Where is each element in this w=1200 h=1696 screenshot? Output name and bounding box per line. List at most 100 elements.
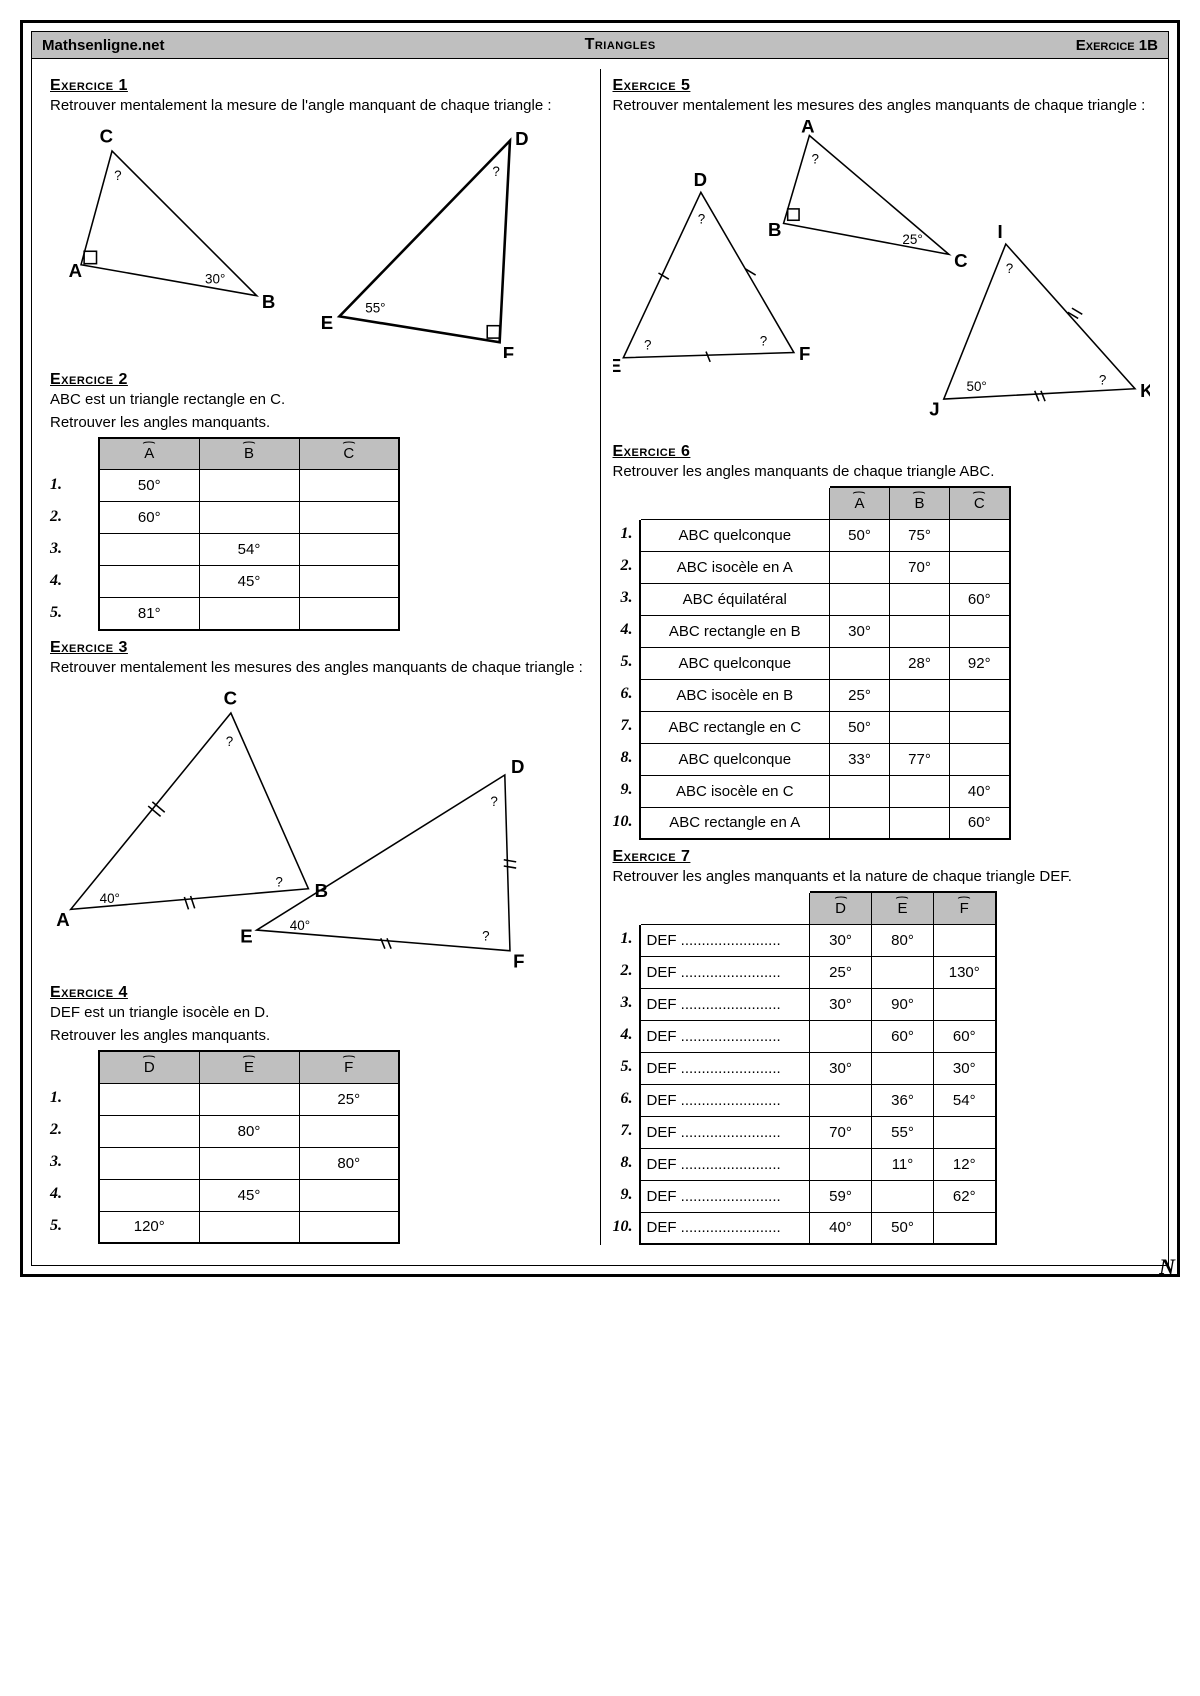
ex2-body1: ABC est un triangle rectangle en C.	[50, 391, 588, 408]
ex5-J: J	[929, 399, 939, 420]
table-row: 25°	[99, 1083, 399, 1115]
table-row: 54°	[99, 534, 399, 566]
ex4-rownums: 1.2.3.4.5.	[50, 1050, 68, 1242]
ex5-title: Exercice 5	[613, 77, 1151, 95]
table-row: 45°	[99, 1179, 399, 1211]
ex4-body2: Retrouver les angles manquants.	[50, 1027, 588, 1044]
ex7-table-wrap: 1.2.3.4.5. 6.7.8.9.10. D E F DEF .......…	[613, 891, 1151, 1245]
table-row: 81°	[99, 598, 399, 630]
table-row: DEF ........................11°12°	[640, 1148, 996, 1180]
ex5-diagram: A B C 25° ? D E F ? ?	[613, 120, 1151, 430]
ex1-angD: ?	[492, 164, 499, 179]
ex3-angC: ?	[226, 734, 233, 749]
ex6-rownums: 1.2.3.4.5. 6.7.8.9.10.	[613, 486, 639, 838]
table-row: 50°	[99, 470, 399, 502]
ex2-colC: C	[343, 445, 354, 462]
ex1-A: A	[69, 260, 82, 281]
ex4-table-wrap: 1.2.3.4.5. D E F 25° 80° 80° 45° 120°	[50, 1050, 588, 1244]
ex3-E: E	[240, 925, 252, 946]
ex2-colB: B	[244, 445, 254, 462]
table-row: DEF ........................25°130°	[640, 956, 996, 988]
ex2-table: A B C 50° 60° 54° 45° 81°	[98, 437, 400, 631]
table-row: 60°	[99, 502, 399, 534]
ex7-colD: D	[835, 900, 846, 917]
ex3-angF: ?	[482, 928, 489, 943]
ex6-colB: B	[914, 495, 924, 512]
corner-mark: N	[1159, 1254, 1175, 1280]
ex4-colF: F	[344, 1059, 353, 1076]
ex6-table: A B C ABC quelconque50°75° ABC isocèle e…	[639, 486, 1011, 840]
table-row: ABC isocèle en C40°	[640, 775, 1010, 807]
ex3-angB: ?	[275, 874, 282, 889]
ex5-qK: ?	[1098, 373, 1105, 388]
page-title: Triangles	[585, 36, 656, 54]
ex2-title: Exercice 2	[50, 371, 588, 389]
ex4-colE: E	[244, 1059, 254, 1076]
left-col: Exercice 1 Retrouver mentalement la mesu…	[42, 69, 596, 1245]
ex5-angA: ?	[811, 151, 818, 166]
ex7-colF: F	[960, 900, 969, 917]
table-row: DEF ........................59°62°	[640, 1180, 996, 1212]
ex3-C: C	[224, 687, 237, 708]
ex6-colA: A	[854, 495, 864, 512]
table-row: ABC équilatéral60°	[640, 583, 1010, 615]
table-row: 80°	[99, 1115, 399, 1147]
table-row: 80°	[99, 1147, 399, 1179]
table-row: DEF ........................30°90°	[640, 988, 996, 1020]
ex6-table-wrap: 1.2.3.4.5. 6.7.8.9.10. A B C ABC quelcon…	[613, 486, 1151, 840]
table-row: ABC quelconque28°92°	[640, 647, 1010, 679]
ex3-D: D	[511, 756, 524, 777]
table-row: ABC quelconque33°77°	[640, 743, 1010, 775]
ex3-diagram: A B C 40° ? ? D E F 40° ?	[50, 682, 588, 971]
ex5-A: A	[801, 120, 814, 136]
ex2-table-wrap: 1.2.3.4.5. A B C 50° 60° 54° 45° 81°	[50, 437, 588, 631]
ex3-angE: 40°	[290, 918, 310, 933]
ex5-I: I	[997, 221, 1002, 242]
ex1-F: F	[503, 343, 514, 358]
header-bar: Mathsenligne.net Triangles Exercice 1B	[32, 32, 1168, 59]
ex1-E: E	[321, 312, 333, 333]
ex4-body1: DEF est un triangle isocèle en D.	[50, 1004, 588, 1021]
ex7-rownums: 1.2.3.4.5. 6.7.8.9.10.	[613, 891, 639, 1243]
table-row: DEF ........................30°80°	[640, 924, 996, 956]
table-row: DEF ........................36°54°	[640, 1084, 996, 1116]
table-row: 120°	[99, 1211, 399, 1243]
ex5-body: Retrouver mentalement les mesures des an…	[613, 97, 1151, 114]
page-frame: Mathsenligne.net Triangles Exercice 1B E…	[20, 20, 1180, 1277]
ex3-angD: ?	[490, 794, 497, 809]
ex5-E: E	[613, 355, 621, 376]
ex5-K: K	[1140, 380, 1150, 401]
table-row: ABC quelconque50°75°	[640, 519, 1010, 551]
ex7-body: Retrouver les angles manquants et la nat…	[613, 868, 1151, 885]
table-row: ABC isocèle en A70°	[640, 551, 1010, 583]
right-col: Exercice 5 Retrouver mentalement les mes…	[605, 69, 1159, 1245]
ex5-qI: ?	[1005, 261, 1012, 276]
ex6-title: Exercice 6	[613, 443, 1151, 461]
ex7-table: D E F DEF ........................30°80°…	[639, 891, 997, 1245]
ex3-F: F	[513, 950, 524, 971]
ex4-table: D E F 25° 80° 80° 45° 120°	[98, 1050, 400, 1244]
table-row: ABC rectangle en B30°	[640, 615, 1010, 647]
inner-frame: Mathsenligne.net Triangles Exercice 1B E…	[31, 31, 1169, 1266]
ex2-rownums: 1.2.3.4.5.	[50, 437, 68, 629]
table-row: DEF ........................30°30°	[640, 1052, 996, 1084]
ex5-qD: ?	[697, 211, 704, 226]
site-name: Mathsenligne.net	[42, 37, 165, 54]
ex6-body: Retrouver les angles manquants de chaque…	[613, 463, 1151, 480]
ex2-body2: Retrouver les angles manquants.	[50, 414, 588, 431]
ex1-title: Exercice 1	[50, 77, 588, 95]
ex3-body: Retrouver mentalement les mesures des an…	[50, 659, 588, 676]
table-row: ABC rectangle en A60°	[640, 807, 1010, 839]
ex1-angC: ?	[114, 168, 121, 183]
body-columns: Exercice 1 Retrouver mentalement la mesu…	[32, 59, 1168, 1265]
table-row: DEF ........................70°55°	[640, 1116, 996, 1148]
ex5-qF: ?	[759, 333, 766, 348]
ex5-qE: ?	[644, 337, 651, 352]
ex2-colA: A	[144, 445, 154, 462]
table-row: ABC rectangle en C50°	[640, 711, 1010, 743]
ex5-F: F	[799, 343, 810, 364]
ex1-D: D	[515, 128, 528, 149]
table-row: ABC isocèle en B25°	[640, 679, 1010, 711]
ex6-colC: C	[974, 495, 985, 512]
table-row: DEF ........................60°60°	[640, 1020, 996, 1052]
